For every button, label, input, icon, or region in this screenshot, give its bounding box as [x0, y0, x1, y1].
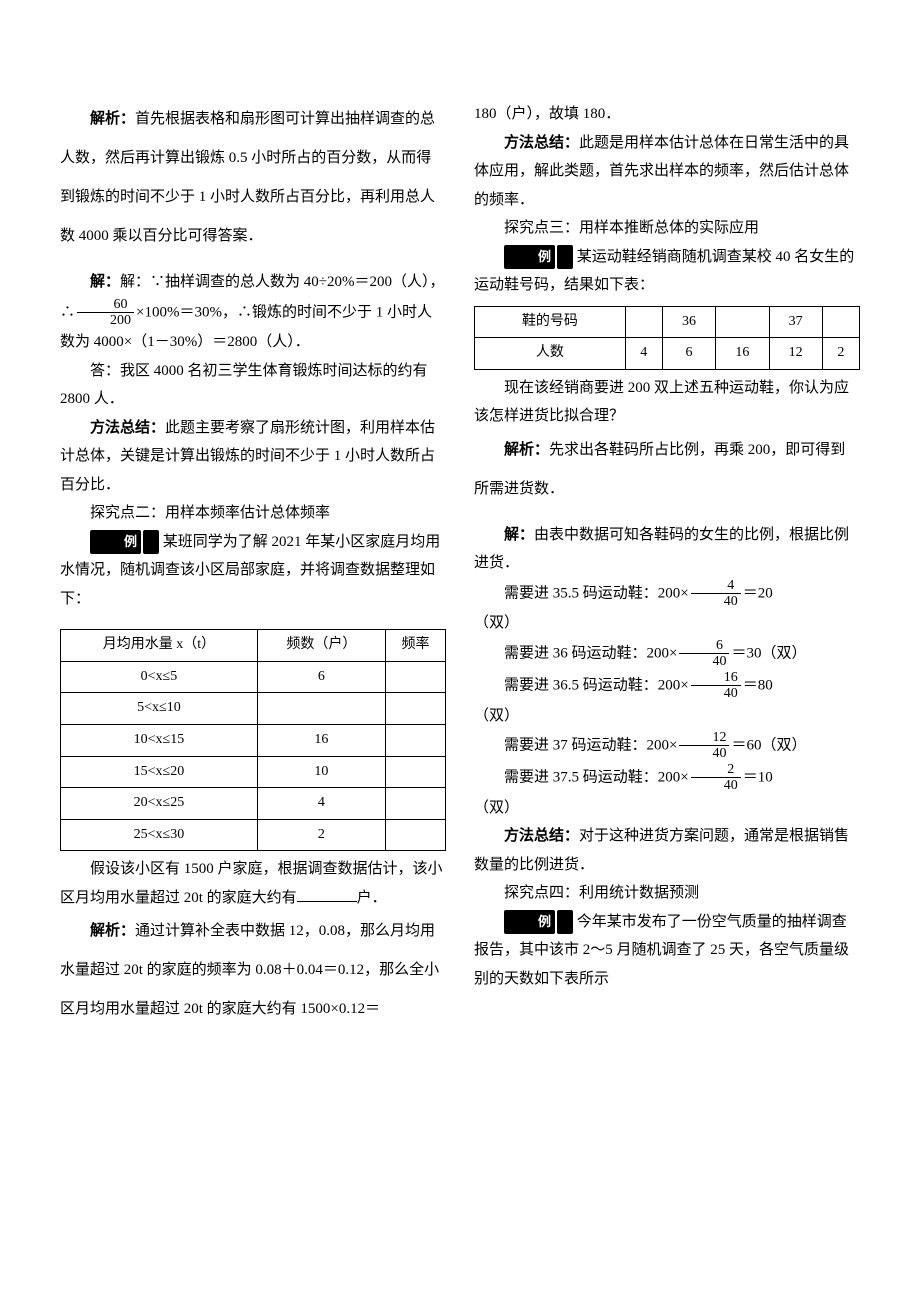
- solution-2: 解：由表中数据可知各鞋码的女生的比例，根据比例进货．: [474, 521, 860, 578]
- col-header: 频数（户）: [257, 630, 385, 662]
- label-method: 方法总结：: [504, 135, 579, 151]
- unit-line: （双）: [474, 702, 860, 731]
- continuation-180: 180（户），故填 180．: [474, 100, 860, 129]
- unit-line: （双）: [474, 794, 860, 823]
- fraction: 1640: [691, 670, 741, 702]
- shoe-size-table: 鞋的号码 36 37 人数 4 6 16 12 2: [474, 306, 860, 370]
- table-row: 5<x≤10: [61, 693, 446, 725]
- label-solution: 解：: [90, 274, 120, 290]
- example-number-3: 3: [143, 530, 159, 555]
- table-row: 25<x≤302: [61, 819, 446, 851]
- label-analysis: 解析：: [504, 442, 549, 458]
- fill-blank[interactable]: [297, 887, 357, 902]
- analysis-1: 解析：首先根据表格和扇形图可计算出抽样调查的总人数，然后再计算出锻炼 0.5 小…: [60, 100, 446, 256]
- calc-355: 需要进 35.5 码运动鞋：200×440＝20: [474, 578, 860, 610]
- assume-b: 户．: [357, 890, 387, 906]
- example-5: 例5 今年某市发布了一份空气质量的抽样调查报告，其中该市 2～5 月随机调查了 …: [474, 908, 860, 994]
- example-badge: 例: [90, 530, 141, 555]
- example-3: 例3 某班同学为了解 2021 年某小区家庭月均用水情况，随机调查该小区局部家庭…: [60, 528, 446, 614]
- analysis-2: 解析：通过计算补全表中数据 12，0.08，那么月均用水量超过 20t 的家庭的…: [60, 912, 446, 1029]
- label-analysis: 解析：: [90, 111, 135, 127]
- assumption-1: 假设该小区有 1500 户家庭，根据调查数据估计，该小区月均用水量超过 20t …: [60, 855, 446, 912]
- water-usage-table: 月均用水量 x（t） 频数（户） 频率 0<x≤56 5<x≤10 10<x≤1…: [60, 629, 446, 851]
- example-4: 例4 某运动鞋经销商随机调查某校 40 名女生的运动鞋号码，结果如下表：: [474, 243, 860, 300]
- fraction: 1240: [679, 730, 729, 762]
- label-analysis: 解析：: [90, 923, 135, 939]
- example-4-block: 例4 某运动鞋经销商随机调查某校 40 名女生的运动鞋号码，结果如下表： 鞋的号…: [474, 243, 860, 431]
- col-header: 频率: [385, 630, 445, 662]
- col-header: 月均用水量 x（t）: [61, 630, 258, 662]
- solution-1: 解：解：∵抽样调查的总人数为 40÷20%＝200（人），∴60200×100%…: [60, 268, 446, 357]
- table-row: 10<x≤1516: [61, 725, 446, 757]
- table-row: 人数 4 6 16 12 2: [475, 338, 860, 370]
- fraction: 640: [679, 638, 729, 670]
- spacer: [60, 613, 446, 623]
- example-number-5: 5: [557, 910, 573, 935]
- explore-4: 探究点四：利用统计数据预测: [474, 879, 860, 908]
- page-body: 解析：首先根据表格和扇形图可计算出抽样调查的总人数，然后再计算出锻炼 0.5 小…: [0, 0, 920, 1089]
- fraction: 440: [691, 578, 741, 610]
- example-badge: 例: [504, 245, 555, 270]
- fraction: 240: [691, 762, 741, 794]
- need-prefix: 需要进: [504, 585, 553, 601]
- method-3: 方法总结：对于这种进货方案问题，通常是根据销售数量的比例进货．: [474, 822, 860, 879]
- question-4: 现在该经销商要进 200 双上述五种运动鞋，你认为应该怎样进货比拟合理？: [474, 374, 860, 431]
- calc-375: 需要进 37.5 码运动鞋：200×240＝10: [474, 762, 860, 794]
- label-solution: 解：: [504, 527, 534, 543]
- analysis-3: 解析：先求出各鞋码所占比例，再乘 200，即可得到所需进货数．: [474, 431, 860, 509]
- calc-36: 需要进 36 码运动鞋：200×640＝30（双）: [474, 638, 860, 670]
- table-row: 鞋的号码 36 37: [475, 306, 860, 338]
- label-method: 方法总结：: [90, 420, 165, 436]
- table-row: 15<x≤2010: [61, 756, 446, 788]
- table-row: 月均用水量 x（t） 频数（户） 频率: [61, 630, 446, 662]
- answer-1: 答：我区 4000 名初三学生体育锻炼时间达标的约有 2800 人．: [60, 357, 446, 414]
- example-badge: 例: [504, 910, 555, 935]
- table-row: 0<x≤56: [61, 661, 446, 693]
- calc-365: 需要进 36.5 码运动鞋：200×1640＝80: [474, 670, 860, 702]
- calc-37: 需要进 37 码运动鞋：200×1240＝60（双）: [474, 730, 860, 762]
- example-3-block: 例3 某班同学为了解 2021 年某小区家庭月均用水情况，随机调查该小区局部家庭…: [60, 528, 446, 913]
- explore-2: 探究点二：用样本频率估计总体频率: [60, 499, 446, 528]
- fraction-60-200: 60200: [77, 297, 134, 329]
- example-number-4: 4: [557, 245, 573, 270]
- method-2: 方法总结：此题是用样本估计总体在日常生活中的具体应用，解此类题，首先求出样本的频…: [474, 129, 860, 215]
- analysis-1-text: 首先根据表格和扇形图可计算出抽样调查的总人数，然后再计算出锻炼 0.5 小时所占…: [60, 111, 435, 244]
- label-method: 方法总结：: [504, 828, 579, 844]
- method-1: 方法总结：此题主要考察了扇形统计图，利用样本估计总体，关键是计算出锻炼的时间不少…: [60, 414, 446, 500]
- table-row: 20<x≤254: [61, 788, 446, 820]
- unit-line: （双）: [474, 609, 860, 638]
- explore-3: 探究点三：用样本推断总体的实际应用: [474, 214, 860, 243]
